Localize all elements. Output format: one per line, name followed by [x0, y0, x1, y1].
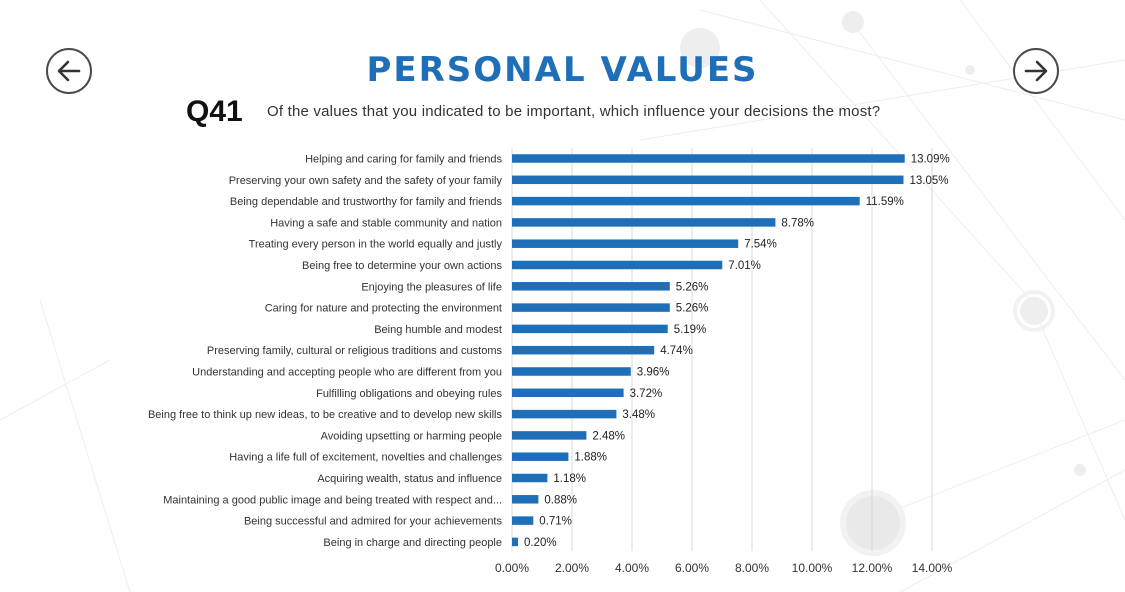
bar [512, 495, 539, 504]
bar [512, 516, 534, 525]
category-label: Having a life full of excitement, novelt… [229, 452, 502, 464]
value-label: 0.71% [539, 516, 572, 528]
question-id: Q41 [186, 95, 243, 128]
x-tick-label: 14.00% [912, 561, 953, 575]
category-label: Understanding and accepting people who a… [192, 367, 502, 379]
x-tick-label: 10.00% [792, 561, 833, 575]
category-label: Maintaining a good public image and bein… [163, 494, 502, 506]
category-label: Caring for nature and protecting the env… [265, 303, 502, 315]
value-label: 3.72% [630, 388, 663, 400]
value-label: 11.59% [866, 196, 904, 208]
bar [512, 345, 655, 355]
category-label: Being successful and admired for your ac… [244, 516, 503, 528]
value-label: 4.74% [660, 345, 693, 357]
value-label: 13.09% [911, 154, 950, 166]
x-tick-label: 4.00% [615, 561, 649, 575]
x-tick-label: 6.00% [675, 561, 709, 575]
next-button[interactable] [1013, 48, 1059, 94]
category-label: Avoiding upsetting or harming people [321, 430, 502, 442]
previous-button[interactable] [46, 48, 92, 94]
value-label: 5.26% [676, 281, 709, 293]
bar [512, 409, 617, 419]
bar [512, 473, 548, 483]
bar [512, 154, 905, 163]
category-label: Being in charge and directing people [323, 537, 502, 549]
value-label: 0.20% [524, 537, 557, 549]
bar [512, 303, 670, 312]
category-labels: Helping and caring for family and friend… [148, 154, 503, 549]
value-label: 1.88% [574, 452, 607, 464]
bar [512, 196, 860, 206]
value-label: 1.18% [553, 473, 586, 485]
bar [512, 431, 587, 440]
category-label: Acquiring wealth, status and influence [317, 473, 502, 485]
value-label: 3.96% [637, 367, 670, 379]
bar [512, 175, 904, 185]
category-label: Being dependable and trustworthy for fam… [230, 196, 503, 208]
x-tick-label: 0.00% [495, 561, 529, 575]
bar [512, 324, 668, 334]
value-label: 5.26% [676, 303, 709, 315]
bars [512, 154, 905, 547]
value-label: 2.48% [592, 430, 625, 442]
bar [512, 537, 518, 547]
page-title: PERSONAL VALUES [366, 50, 759, 90]
bar [512, 367, 631, 376]
value-label: 5.19% [674, 324, 707, 336]
category-label: Helping and caring for family and friend… [305, 154, 502, 166]
category-label: Being free to determine your own actions [302, 260, 502, 272]
value-label: 7.54% [744, 239, 777, 251]
bar [512, 260, 723, 270]
arrow-left-icon [57, 60, 81, 82]
category-label: Enjoying the pleasures of life [361, 281, 502, 293]
arrow-right-icon [1024, 60, 1048, 82]
value-label: 3.48% [622, 409, 655, 421]
value-label: 8.78% [781, 217, 814, 229]
value-label: 0.88% [544, 494, 577, 506]
bar [512, 239, 739, 248]
bar [512, 452, 569, 461]
x-axis-ticks: 0.00% 2.00% 4.00% 6.00% 8.00% 10.00% 12.00% 14.… [495, 561, 953, 575]
category-label: Treating every person in the world equal… [249, 239, 503, 251]
bar [512, 282, 670, 291]
x-tick-label: 2.00% [555, 561, 589, 575]
value-label: 7.01% [728, 260, 761, 272]
category-label: Preserving your own safety and the safet… [229, 175, 503, 187]
category-label: Fulfilling obligations and obeying rules [316, 388, 502, 400]
x-tick-label: 8.00% [735, 561, 769, 575]
category-label: Being free to think up new ideas, to be … [148, 409, 503, 421]
category-label: Being humble and modest [374, 324, 502, 336]
category-label: Preserving family, cultural or religious… [207, 345, 503, 357]
value-labels: 13.09% 13.05% 11.59% 8.78% 7.54% 7.01% 5.26% 5.… [524, 154, 950, 549]
question-text: Of the values that you indicated to be i… [267, 103, 881, 120]
bar [512, 388, 624, 398]
category-label: Having a safe and stable community and n… [270, 217, 502, 229]
value-label: 13.05% [910, 175, 949, 187]
x-tick-label: 12.00% [852, 561, 893, 575]
bar [512, 218, 776, 227]
